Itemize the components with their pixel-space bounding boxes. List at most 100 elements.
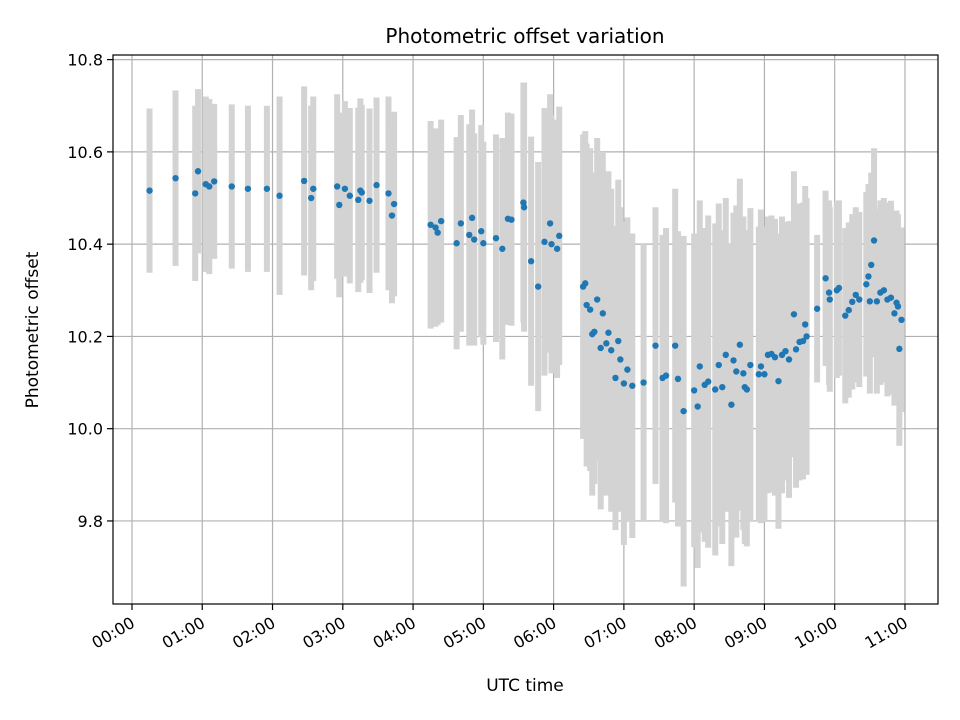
data-point xyxy=(478,228,485,235)
data-point xyxy=(527,258,535,265)
data-point xyxy=(835,284,843,292)
y-tick-label: 10.0 xyxy=(67,420,103,439)
data-point xyxy=(605,329,612,336)
data-point xyxy=(480,240,487,247)
data-point xyxy=(771,353,779,361)
data-point xyxy=(355,196,362,204)
data-point xyxy=(757,363,765,370)
data-point xyxy=(599,310,606,317)
data-point xyxy=(887,294,895,301)
data-point xyxy=(715,361,722,369)
data-point xyxy=(733,368,740,375)
data-point xyxy=(790,311,798,318)
data-point xyxy=(608,347,615,354)
data-point xyxy=(629,382,636,389)
data-point xyxy=(346,192,354,199)
data-point xyxy=(842,312,849,319)
data-point xyxy=(553,245,561,252)
data-point xyxy=(358,189,365,196)
y-axis-ticks: 9.8 10.0 10.2 10.4 10.6 10.8 xyxy=(67,51,113,531)
data-point xyxy=(652,342,659,349)
data-point xyxy=(307,194,315,202)
data-point xyxy=(799,337,807,345)
data-point xyxy=(671,342,679,349)
data-point xyxy=(894,303,902,310)
data-point xyxy=(898,316,905,324)
data-point xyxy=(680,407,687,415)
data-point xyxy=(719,383,726,391)
data-point xyxy=(694,403,701,410)
y-tick-label: 10.8 xyxy=(67,51,103,70)
data-point xyxy=(341,185,349,192)
data-point xyxy=(492,234,500,242)
data-point xyxy=(747,361,754,369)
data-point xyxy=(437,217,445,225)
data-point xyxy=(849,298,856,306)
data-point xyxy=(172,174,179,182)
data-point xyxy=(736,341,744,348)
data-point xyxy=(434,229,441,236)
data-point xyxy=(499,245,506,252)
data-point xyxy=(366,197,373,204)
data-point xyxy=(662,372,670,379)
data-point xyxy=(712,386,719,393)
data-point xyxy=(826,296,833,303)
data-point xyxy=(336,201,343,209)
data-point xyxy=(597,344,604,352)
data-point xyxy=(813,305,821,312)
data-point xyxy=(856,296,863,303)
data-point xyxy=(546,220,554,227)
data-point xyxy=(520,204,528,211)
data-point xyxy=(146,187,153,194)
data-point xyxy=(825,289,833,296)
data-point xyxy=(873,298,881,305)
data-point xyxy=(390,200,398,208)
data-point xyxy=(696,363,703,370)
data-point xyxy=(722,351,729,359)
data-point xyxy=(548,240,555,248)
data-point xyxy=(206,183,213,190)
data-point xyxy=(880,287,888,294)
data-point xyxy=(582,280,589,287)
data-point xyxy=(556,232,563,240)
data-point xyxy=(192,190,199,197)
chart-title: Photometric offset variation xyxy=(385,24,664,48)
data-point xyxy=(228,183,235,190)
data-point xyxy=(891,310,898,317)
plot-frame xyxy=(112,54,939,605)
data-point xyxy=(612,374,619,382)
data-point xyxy=(785,356,793,363)
data-point xyxy=(822,275,829,282)
data-point xyxy=(782,347,789,355)
data-point xyxy=(583,301,590,309)
data-point xyxy=(801,321,809,328)
data-point xyxy=(705,378,712,385)
data-point xyxy=(728,401,735,408)
data-point xyxy=(755,371,763,378)
data-point xyxy=(640,379,647,386)
data-point xyxy=(333,183,341,190)
data-point xyxy=(534,283,542,290)
data-point xyxy=(432,224,439,231)
data-point xyxy=(690,387,698,394)
data-point xyxy=(730,357,737,364)
data-points xyxy=(146,168,905,415)
data-point xyxy=(740,370,747,377)
data-point xyxy=(276,192,283,199)
data-point xyxy=(541,238,548,246)
y-tick-label: 9.8 xyxy=(78,512,103,531)
y-tick-label: 10.4 xyxy=(67,235,103,254)
data-point xyxy=(471,236,478,243)
data-point xyxy=(373,181,380,189)
data-point xyxy=(457,220,465,227)
data-point xyxy=(863,281,870,288)
data-point xyxy=(388,212,396,219)
y-tick-label: 10.6 xyxy=(67,143,103,162)
y-axis-label: Photometric offset xyxy=(23,251,43,408)
data-point xyxy=(617,356,624,363)
data-point xyxy=(896,345,903,353)
data-point xyxy=(427,221,434,228)
data-point xyxy=(852,291,859,299)
data-point xyxy=(868,261,875,269)
